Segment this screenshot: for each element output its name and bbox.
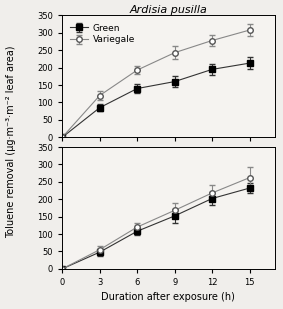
Text: Toluene removal (μg·m⁻³·m⁻² leaf area): Toluene removal (μg·m⁻³·m⁻² leaf area) [6, 46, 16, 238]
Legend: Green, Variegale: Green, Variegale [67, 20, 139, 48]
Title: Ardisia pusilla: Ardisia pusilla [129, 5, 207, 15]
X-axis label: Duration after exposure (h): Duration after exposure (h) [101, 292, 235, 303]
